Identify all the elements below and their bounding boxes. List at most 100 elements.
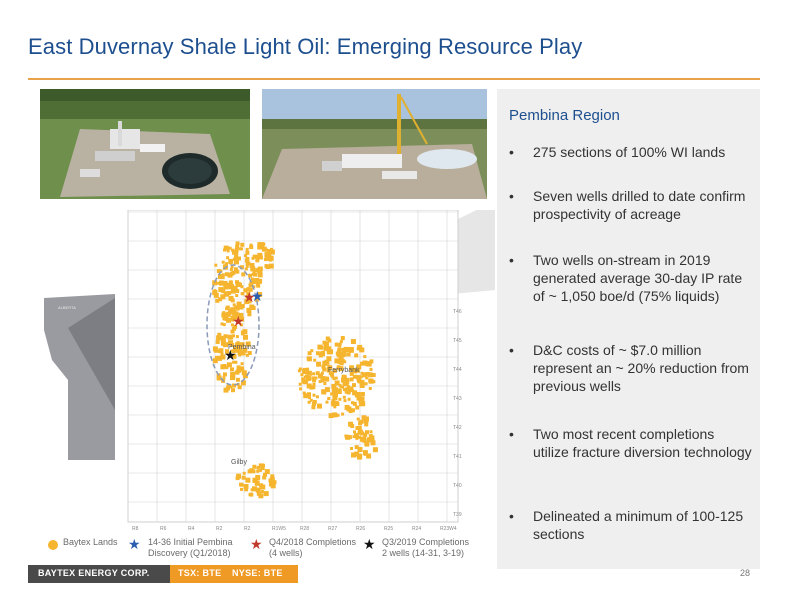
land-parcel — [246, 341, 250, 345]
land-parcel — [240, 292, 244, 296]
land-parcel — [355, 405, 360, 410]
bullet-text: Seven wells drilled to date confirm pros… — [533, 188, 746, 222]
land-parcel — [230, 298, 235, 303]
land-parcel — [262, 463, 265, 467]
land-parcel — [371, 373, 376, 377]
land-parcel — [351, 401, 354, 405]
land-parcel — [338, 344, 342, 348]
land-parcel — [240, 362, 244, 366]
land-parcel — [247, 351, 252, 355]
land-parcel — [230, 372, 235, 377]
land-parcel — [262, 475, 267, 480]
land-parcel — [302, 391, 306, 395]
land-parcel — [351, 452, 356, 458]
land-parcel — [328, 413, 334, 419]
land-parcel — [223, 315, 229, 321]
place-label-ferrybank: Ferrybank — [328, 367, 360, 374]
land-parcel — [226, 384, 231, 389]
land-parcel — [363, 432, 368, 437]
land-parcel — [223, 264, 227, 268]
land-parcel — [248, 283, 253, 288]
land-parcel — [252, 270, 256, 274]
land-parcel — [343, 399, 347, 403]
land-parcel — [315, 395, 319, 399]
land-parcel — [350, 447, 353, 450]
bullet-text: Two most recent completions utilize frac… — [533, 426, 752, 460]
land-parcel — [222, 376, 226, 380]
land-parcel — [301, 379, 306, 384]
land-parcel — [370, 440, 376, 446]
land-parcel — [248, 273, 253, 278]
land-parcel — [340, 352, 345, 358]
land-parcel — [338, 383, 342, 387]
land-parcel — [245, 353, 249, 357]
land-parcel — [356, 364, 362, 370]
land-parcel — [357, 425, 362, 430]
land-parcel — [259, 252, 263, 256]
land-parcel — [234, 259, 239, 265]
land-parcel — [222, 311, 226, 315]
land-parcel — [315, 371, 320, 376]
bullet-text: D&C costs of ~ $7.0 million represent an… — [533, 342, 749, 394]
land-parcel — [338, 366, 344, 372]
land-parcel — [235, 269, 240, 274]
land-parcel — [349, 367, 354, 372]
land-parcel — [298, 367, 302, 371]
land-parcel — [226, 249, 230, 253]
land-parcel — [302, 369, 308, 374]
land-parcel — [251, 256, 255, 260]
land-parcel — [252, 480, 256, 483]
land-parcel — [332, 395, 338, 401]
land-parcel — [245, 261, 250, 266]
land-parcel — [349, 377, 354, 382]
bullet-text: Delineated a minimum of 100-125 sections — [533, 508, 744, 542]
land-parcel — [301, 377, 306, 382]
land-parcel — [257, 278, 263, 284]
land-parcel — [323, 345, 329, 351]
land-parcel — [355, 436, 359, 440]
land-parcel — [317, 344, 323, 350]
land-parcel — [228, 284, 234, 289]
land-parcel — [227, 291, 232, 295]
land-parcel — [231, 310, 237, 315]
range-label: R23W4 — [440, 526, 457, 532]
land-parcel — [328, 365, 333, 370]
land-parcel — [259, 468, 263, 472]
land-parcel — [300, 373, 304, 377]
land-parcel — [334, 380, 340, 386]
land-parcel — [358, 435, 361, 439]
land-parcel — [226, 256, 230, 260]
land-parcel — [359, 419, 364, 424]
land-parcel — [229, 385, 233, 389]
page-title: East Duvernay Shale Light Oil: Emerging … — [28, 34, 583, 59]
land-parcel — [365, 376, 369, 380]
land-parcel — [255, 258, 260, 263]
bullet-text: Two wells on-stream in 2019 generated av… — [533, 252, 743, 304]
land-parcel — [225, 307, 229, 311]
land-parcel — [269, 477, 275, 483]
range-label: R6 — [160, 526, 167, 532]
land-parcel — [364, 416, 369, 422]
land-parcel — [250, 263, 255, 267]
land-parcel — [214, 355, 218, 359]
land-parcel — [325, 400, 329, 404]
land-parcel — [221, 260, 225, 264]
land-parcel — [248, 287, 253, 292]
land-parcel — [360, 431, 365, 436]
land-parcel — [237, 385, 242, 390]
land-parcel — [215, 340, 220, 344]
land-parcel — [225, 311, 231, 317]
land-parcel — [344, 434, 348, 438]
land-parcel — [253, 280, 257, 284]
land-parcel — [216, 269, 221, 274]
land-parcel — [327, 397, 331, 400]
legend-lands: Baytex Lands — [63, 537, 118, 547]
land-parcel — [269, 481, 274, 486]
land-parcel — [360, 402, 365, 407]
land-parcel — [353, 430, 356, 434]
land-parcel — [220, 294, 226, 300]
land-parcel — [336, 365, 340, 369]
land-parcel — [331, 375, 335, 379]
land-parcel — [251, 280, 256, 284]
land-parcel — [344, 377, 350, 383]
